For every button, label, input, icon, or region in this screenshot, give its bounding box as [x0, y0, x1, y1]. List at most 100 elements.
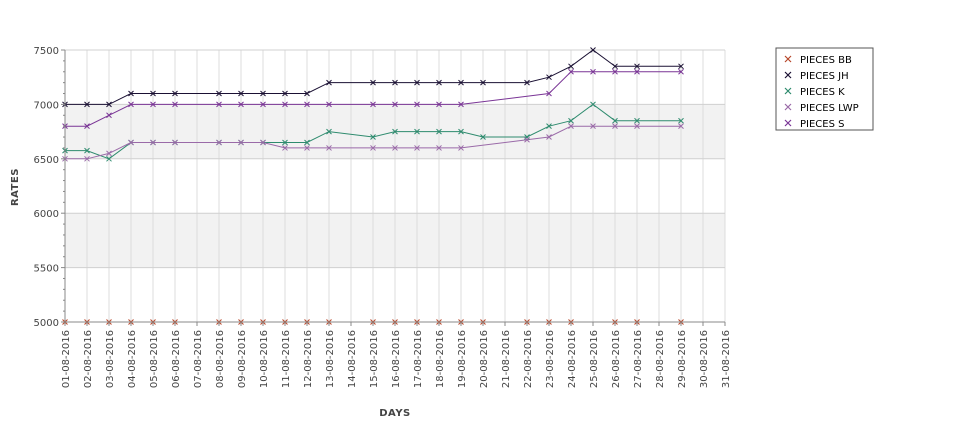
data-point: [392, 128, 398, 135]
legend-box: [775, 47, 874, 131]
data-point: [634, 68, 640, 75]
data-point: [480, 79, 486, 86]
y-tick-label: 5000: [34, 318, 59, 329]
data-point: [568, 117, 574, 124]
data-point: [304, 90, 310, 97]
data-point: [568, 68, 574, 75]
data-point: [678, 68, 684, 75]
data-point: [370, 101, 376, 108]
x-tick-label: 26-08-2016: [611, 330, 622, 388]
data-point: [326, 79, 332, 86]
x-axis-title: DAYS: [379, 408, 411, 419]
data-point: [216, 90, 222, 97]
legend: PIECES BB PIECES JH PIECES K PIECES LWP PIEC…: [775, 47, 874, 131]
data-point: [84, 155, 90, 162]
data-point: [106, 150, 112, 157]
x-tick-label: 04-08-2016: [127, 330, 138, 388]
data-point: [392, 145, 398, 151]
data-point: [128, 139, 134, 146]
data-point: [106, 155, 112, 162]
data-point: [678, 117, 684, 124]
data-point: [524, 136, 530, 143]
data-point: [370, 79, 376, 86]
data-point: [678, 63, 684, 70]
data-point: [260, 139, 266, 146]
data-point: [546, 74, 552, 81]
data-point: [612, 123, 618, 130]
data-point: [84, 101, 90, 108]
legend-entry: PIECES K: [800, 87, 845, 98]
x-tick-label: 27-08-2016: [633, 330, 644, 388]
data-point: [634, 63, 640, 70]
data-point: [612, 63, 618, 70]
x-tick-label: 14-08-2016: [347, 330, 358, 388]
data-point: [84, 123, 90, 130]
x-tick-label: 19-08-2016: [457, 330, 468, 388]
legend-entry: PIECES S: [800, 119, 844, 130]
data-point: [524, 79, 530, 86]
data-point: [546, 123, 552, 130]
x-tick-label: 18-08-2016: [435, 330, 446, 388]
x-tick-label: 01-08-2016: [61, 330, 72, 388]
y-tick-label: 7500: [34, 46, 59, 57]
x-tick-label: 13-08-2016: [325, 330, 336, 388]
data-point: [172, 101, 178, 108]
x-tick-label: 17-08-2016: [413, 330, 424, 388]
data-point: [480, 134, 486, 140]
data-point: [458, 145, 464, 151]
x-tick-label: 12-08-2016: [303, 330, 314, 388]
legend-entry: PIECES JH: [800, 71, 849, 82]
x-tick-label: 21-08-2016: [501, 330, 512, 388]
x-tick-label: 11-08-2016: [281, 330, 292, 388]
data-point: [590, 101, 596, 108]
x-tick-label: 16-08-2016: [391, 330, 402, 388]
legend-marker: [784, 119, 792, 127]
y-tick-label: 6000: [34, 209, 59, 220]
series-line: [65, 125, 681, 160]
x-tick-label: 09-08-2016: [237, 330, 248, 388]
x-tick-label: 08-08-2016: [215, 330, 226, 388]
data-point: [260, 90, 266, 97]
data-point: [612, 117, 618, 124]
legend-marker: [784, 71, 792, 79]
data-point: [458, 79, 464, 86]
vertical-gridlines: [65, 49, 726, 323]
x-tick-label: 28-08-2016: [655, 330, 666, 388]
data-point: [392, 79, 398, 86]
data-point: [326, 101, 332, 108]
data-point: [326, 128, 332, 135]
data-point: [590, 68, 596, 75]
data-point: [590, 47, 596, 53]
data-point: [436, 101, 442, 108]
data-point: [106, 112, 112, 119]
data-point: [678, 123, 684, 130]
data-point: [414, 145, 420, 151]
data-point: [238, 139, 244, 146]
data-point: [414, 101, 420, 108]
data-point: [150, 139, 156, 146]
data-point: [436, 79, 442, 86]
legend-marker: [784, 55, 792, 63]
x-tick-label: 29-08-2016: [677, 330, 688, 388]
data-point: [370, 145, 376, 151]
data-point: [414, 79, 420, 86]
data-point: [304, 145, 310, 151]
data-point: [238, 90, 244, 97]
data-point: [458, 101, 464, 108]
x-tick-label: 02-08-2016: [83, 330, 94, 388]
x-tick-label: 05-08-2016: [149, 330, 160, 388]
data-point: [436, 128, 442, 135]
data-point: [546, 90, 552, 97]
x-tick-label: 30-08-2016: [699, 330, 710, 388]
data-point: [128, 101, 134, 108]
data-point: [216, 101, 222, 108]
data-point: [282, 101, 288, 108]
data-point: [370, 134, 376, 140]
data-point: [282, 139, 288, 146]
data-point: [634, 123, 640, 130]
x-tick-label: 22-08-2016: [523, 330, 534, 388]
x-tick-label: 07-08-2016: [193, 330, 204, 388]
x-tick-label: 31-08-2016: [721, 330, 732, 388]
data-point: [172, 90, 178, 97]
